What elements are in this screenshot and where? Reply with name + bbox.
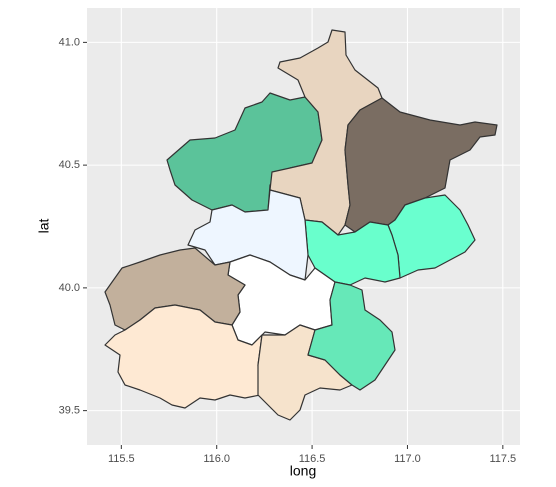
x-tick-label: 117.0 xyxy=(394,453,421,465)
y-axis-title: lat xyxy=(36,219,52,234)
y-tick-label: 41.0 xyxy=(59,36,80,48)
regions xyxy=(104,29,498,421)
x-tick-label: 116.0 xyxy=(203,453,230,465)
region xyxy=(307,281,396,391)
y-tick-label: 40.0 xyxy=(59,282,80,294)
region xyxy=(104,304,263,409)
region xyxy=(257,324,353,421)
x-tick-label: 115.5 xyxy=(108,453,135,465)
y-tick-label: 40.5 xyxy=(59,159,80,171)
x-axis-title: long xyxy=(290,463,316,479)
x-tick-label: 116.5 xyxy=(299,453,326,465)
y-tick-label: 39.5 xyxy=(59,405,80,417)
x-tick-label: 117.5 xyxy=(489,453,516,465)
